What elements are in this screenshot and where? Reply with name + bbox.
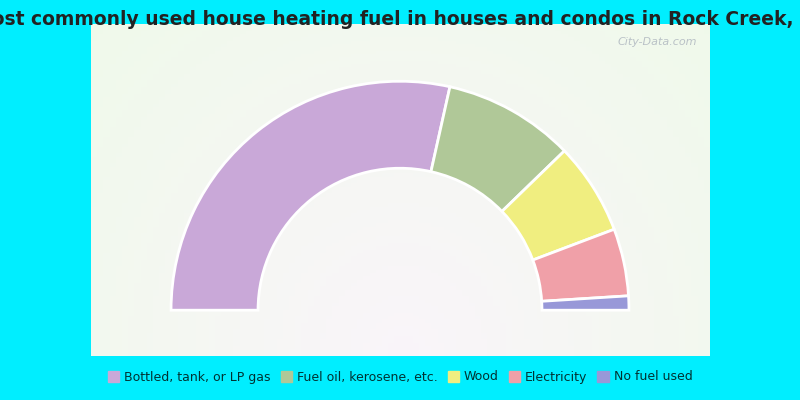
Legend: Bottled, tank, or LP gas, Fuel oil, kerosene, etc., Wood, Electricity, No fuel u: Bottled, tank, or LP gas, Fuel oil, kero… <box>104 367 696 387</box>
Wedge shape <box>542 296 629 310</box>
Wedge shape <box>533 229 629 301</box>
Text: Most commonly used house heating fuel in houses and condos in Rock Creek, WI: Most commonly used house heating fuel in… <box>0 10 800 29</box>
Wedge shape <box>502 151 614 260</box>
Wedge shape <box>431 87 565 212</box>
Wedge shape <box>171 81 450 310</box>
Text: City-Data.com: City-Data.com <box>618 37 697 47</box>
